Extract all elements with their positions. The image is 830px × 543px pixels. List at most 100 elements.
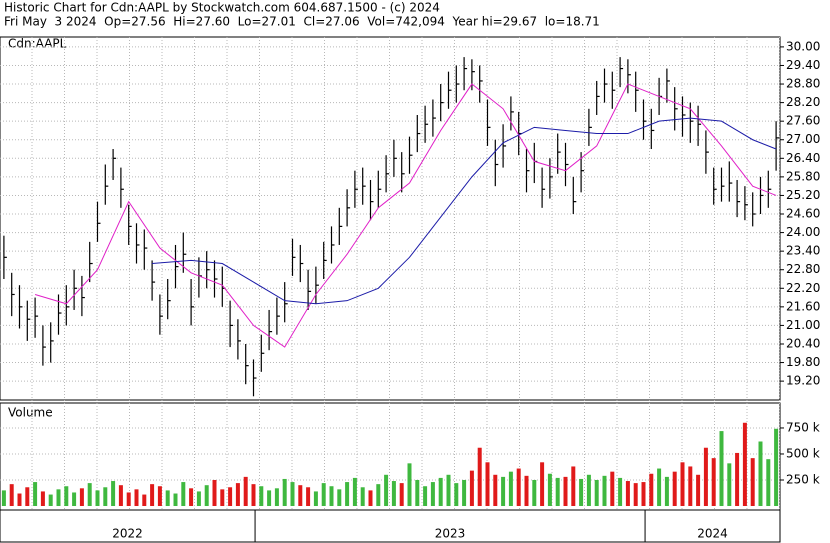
volume-bar [688,466,693,506]
volume-bar [196,491,201,506]
y-tick-label: 30.00 [786,39,820,53]
volume-bar [298,485,303,506]
y-tick-label: 21.00 [786,318,820,332]
volume-bar [407,463,412,506]
volume-bar [384,474,389,506]
volume-bar [220,489,225,506]
volume-bar [508,471,513,506]
volume-bar [680,462,685,506]
volume-tick-label: 250 k [786,472,820,486]
volume-bar [134,489,139,506]
year-label: 2022 [112,527,143,541]
date-axis [0,509,781,543]
volume-bar [56,489,61,506]
volume-bar [142,494,147,506]
volume-bar [103,487,108,506]
volume-bar [33,482,38,506]
vertical-grid [31,37,780,510]
volume-bar [48,494,53,506]
volume-bar [9,484,14,506]
y-tick-label: 28.80 [786,77,820,91]
volume-bar [758,441,763,506]
volume-bar [735,452,740,506]
volume-bar [17,493,22,506]
volume-bar [251,484,256,506]
volume-bar [625,481,630,506]
year-label: 2023 [435,527,466,541]
y-tick-label: 22.20 [786,281,820,295]
y-tick-label: 27.00 [786,132,820,146]
volume-bar [727,463,732,506]
volume-bar [586,474,591,506]
volume-bar [321,483,326,506]
volume-bar [477,447,482,506]
volume-bar [657,468,662,506]
volume-bar [189,488,194,506]
y-tick-label: 24.60 [786,207,820,221]
volume-bar [438,477,443,506]
volume-bar [742,422,747,506]
volume-bar [649,473,654,506]
volume-bar [243,476,248,506]
volume-bar [337,489,342,506]
y-tick-label: 19.80 [786,355,820,369]
volume-bar [493,474,498,506]
volume-bar [368,490,373,506]
volume-bar [282,478,287,506]
volume-bar [430,482,435,506]
volume-bar [524,475,529,506]
volume-bar [563,476,568,506]
volume-bar [703,447,708,506]
volume-bar [664,476,669,506]
volume-bar [267,490,272,506]
volume-bar [95,490,100,506]
y-tick-label: 25.80 [786,169,820,183]
volume-bar [446,474,451,506]
volume-bar [618,477,623,506]
volume-bar [594,479,599,506]
volume-tick-label: 500 k [786,446,820,460]
volume-bar [204,485,209,506]
volume-bar [313,491,318,506]
y-tick-label: 27.60 [786,114,820,128]
volume-bar [696,474,701,506]
volume-bar [719,431,724,506]
volume-bar [501,476,506,506]
volume-bar [150,484,155,506]
volume-tick-label: 750 k [786,420,820,434]
volume-bar [602,475,607,506]
volume-bar [1,490,6,506]
volume-bar [399,483,404,506]
volume-label: Volume [8,406,53,420]
volume-bar [423,486,428,506]
moving-average [34,83,777,348]
volume-bar [469,470,474,506]
volume-bar [555,477,560,506]
volume-bar [532,479,537,506]
volume-bar [259,486,264,506]
volume-bar [40,491,45,506]
volume-bar [165,490,170,506]
symbol-label: Cdn:AAPL [8,37,67,51]
chart-subtitle: Fri May 3 2024 Op=27.56 Hi=27.60 Lo=27.0… [4,15,600,29]
volume-bar [329,486,334,506]
volume-bar [454,483,459,506]
volume-bar [391,481,396,506]
volume-bar [774,428,779,506]
volume-bar [352,477,357,506]
volume-bar [212,479,217,506]
volume-bar [290,482,295,506]
volume-bar [345,482,350,506]
y-tick-label: 21.60 [786,299,820,313]
volume-bar [376,484,381,506]
y-tick-label: 22.80 [786,262,820,276]
volume-bar [516,468,521,506]
volume-bar [173,493,178,506]
volume-bar [462,479,467,506]
volume-bar [750,458,755,506]
volume-bar [633,483,638,506]
year-label: 2024 [697,527,728,541]
volume-bar [766,459,771,506]
